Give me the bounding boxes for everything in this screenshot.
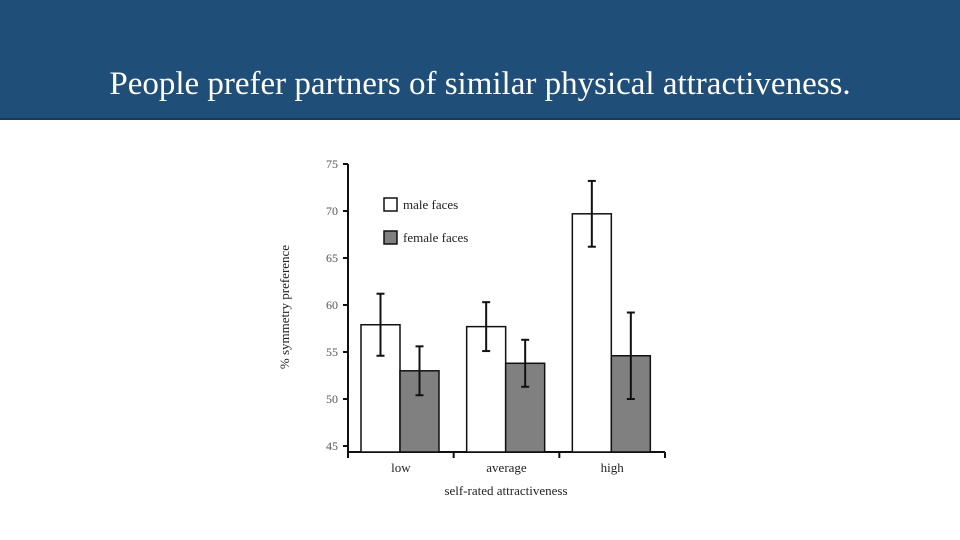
y-tick-label: 65 <box>326 251 338 265</box>
x-axis-label: self-rated attractiveness <box>444 483 567 498</box>
x-tick-label: high <box>601 460 625 475</box>
y-tick-label: 70 <box>326 204 338 218</box>
legend-label: male faces <box>403 197 458 212</box>
bar <box>571 213 613 453</box>
legend: male faces female faces <box>383 197 468 245</box>
y-tick-label: 45 <box>326 439 338 453</box>
legend-swatch <box>383 197 398 212</box>
bars <box>360 179 652 453</box>
legend-label: female faces <box>403 230 468 245</box>
y-axis: 45 50 55 60 65 70 75 <box>326 157 349 453</box>
x-axis: low average high <box>347 451 666 475</box>
y-tick-label: 50 <box>326 392 338 406</box>
y-axis-label: % symmetry preference <box>277 245 292 369</box>
slide-title: People prefer partners of similar physic… <box>109 66 851 102</box>
x-tick-label: low <box>391 460 411 475</box>
legend-swatch <box>383 230 398 245</box>
x-tick-label: average <box>486 460 527 475</box>
y-tick-label: 60 <box>326 298 338 312</box>
y-tick-label: 55 <box>326 345 338 359</box>
title-banner: People prefer partners of similar physic… <box>0 0 960 120</box>
y-tick-label: 75 <box>326 157 338 171</box>
